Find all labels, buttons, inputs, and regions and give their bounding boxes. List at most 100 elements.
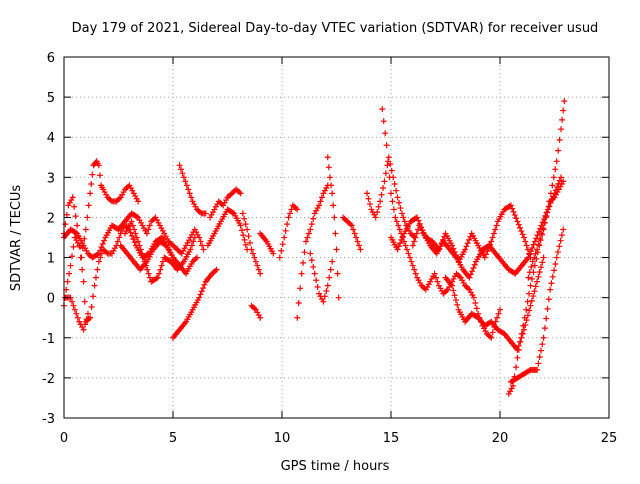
data-point-marker xyxy=(95,250,102,257)
data-point-marker xyxy=(135,198,142,205)
data-point-marker xyxy=(375,203,382,210)
data-point-marker xyxy=(552,166,559,173)
data-point-marker xyxy=(92,274,99,281)
data-point-marker xyxy=(381,178,388,185)
data-point-marker xyxy=(279,241,286,248)
data-point-marker xyxy=(248,246,255,253)
y-tick-label: 5 xyxy=(47,91,55,106)
data-point-marker xyxy=(388,190,394,197)
data-point-marker xyxy=(449,282,456,289)
data-point-marker xyxy=(354,238,361,245)
data-point-marker xyxy=(307,250,314,257)
data-point-marker xyxy=(140,254,147,261)
data-point-marker xyxy=(247,239,254,246)
data-point-marker xyxy=(276,254,283,261)
data-point-marker xyxy=(90,293,97,300)
data-point-marker xyxy=(68,253,75,260)
data-point-marker xyxy=(560,226,567,233)
data-point-marker xyxy=(441,233,448,240)
data-point-marker xyxy=(551,267,558,274)
data-point-marker xyxy=(542,214,549,221)
data-point-marker xyxy=(388,167,395,174)
data-point-marker xyxy=(200,246,207,253)
data-point-marker xyxy=(67,262,74,269)
data-point-marker xyxy=(188,242,195,249)
data-point-marker xyxy=(534,246,541,253)
data-point-marker xyxy=(333,246,340,253)
data-point-marker xyxy=(332,230,339,237)
data-point-marker xyxy=(535,360,542,367)
data-point-marker xyxy=(392,214,399,221)
data-point-marker xyxy=(278,247,285,254)
data-point-marker xyxy=(197,291,204,298)
data-point-marker xyxy=(348,222,355,229)
data-point-marker xyxy=(201,281,208,288)
data-point-marker xyxy=(543,315,550,322)
data-point-marker xyxy=(526,307,533,314)
data-point-marker xyxy=(285,214,292,221)
data-point-marker xyxy=(507,202,514,209)
data-point-marker xyxy=(238,227,245,234)
data-point-marker xyxy=(521,314,528,321)
data-point-marker xyxy=(561,98,568,105)
data-point-marker xyxy=(380,118,387,125)
data-point-marker xyxy=(188,194,195,201)
data-point-marker xyxy=(74,314,81,321)
data-point-marker xyxy=(252,258,259,265)
data-point-marker xyxy=(182,178,189,185)
data-point-marker xyxy=(529,258,536,265)
data-point-marker xyxy=(450,245,457,252)
data-point-marker xyxy=(193,254,200,261)
data-point-marker xyxy=(523,306,530,313)
data-point-marker xyxy=(128,218,135,225)
data-point-marker xyxy=(240,232,247,239)
data-point-marker xyxy=(66,270,73,277)
data-point-marker xyxy=(486,241,493,248)
data-point-marker xyxy=(531,238,538,245)
data-point-marker xyxy=(560,107,567,114)
data-point-marker xyxy=(71,203,78,210)
data-point-marker xyxy=(162,241,169,248)
data-point-marker xyxy=(199,242,206,249)
data-point-marker xyxy=(452,252,459,259)
data-point-marker xyxy=(114,225,121,232)
data-point-marker xyxy=(87,190,94,197)
data-point-marker xyxy=(534,366,541,373)
data-point-marker xyxy=(553,158,560,165)
data-point-marker xyxy=(372,214,379,221)
data-point-marker xyxy=(304,234,311,241)
data-point-marker xyxy=(389,198,396,205)
data-point-marker xyxy=(536,235,543,242)
data-point-marker xyxy=(471,261,478,268)
data-point-marker xyxy=(69,194,76,201)
data-point-marker xyxy=(237,190,244,197)
data-point-marker xyxy=(72,229,79,236)
data-point-marker xyxy=(143,230,150,237)
data-point-marker xyxy=(68,298,75,305)
data-point-marker xyxy=(467,233,474,240)
data-point-marker xyxy=(301,249,308,256)
data-point-marker xyxy=(393,218,400,225)
data-point-marker xyxy=(434,278,441,285)
data-point-marker xyxy=(316,202,323,209)
data-point-marker xyxy=(527,282,534,289)
data-point-marker xyxy=(537,264,544,271)
data-point-marker xyxy=(481,254,488,261)
data-point-marker xyxy=(517,224,524,231)
data-point-marker xyxy=(526,250,533,257)
data-point-marker xyxy=(415,217,422,224)
data-point-marker xyxy=(197,238,204,245)
data-point-marker xyxy=(522,238,529,245)
data-point-marker xyxy=(543,213,550,220)
data-point-marker xyxy=(397,205,404,212)
data-point-marker xyxy=(437,243,444,250)
data-point-marker xyxy=(435,246,442,253)
data-point-marker xyxy=(527,302,534,309)
data-point-marker xyxy=(324,282,331,289)
data-point-marker xyxy=(305,230,312,237)
data-point-marker xyxy=(395,222,402,229)
data-point-marker xyxy=(131,226,138,233)
data-point-marker xyxy=(539,231,546,238)
data-point-marker xyxy=(559,116,566,123)
data-point-marker xyxy=(196,294,203,301)
